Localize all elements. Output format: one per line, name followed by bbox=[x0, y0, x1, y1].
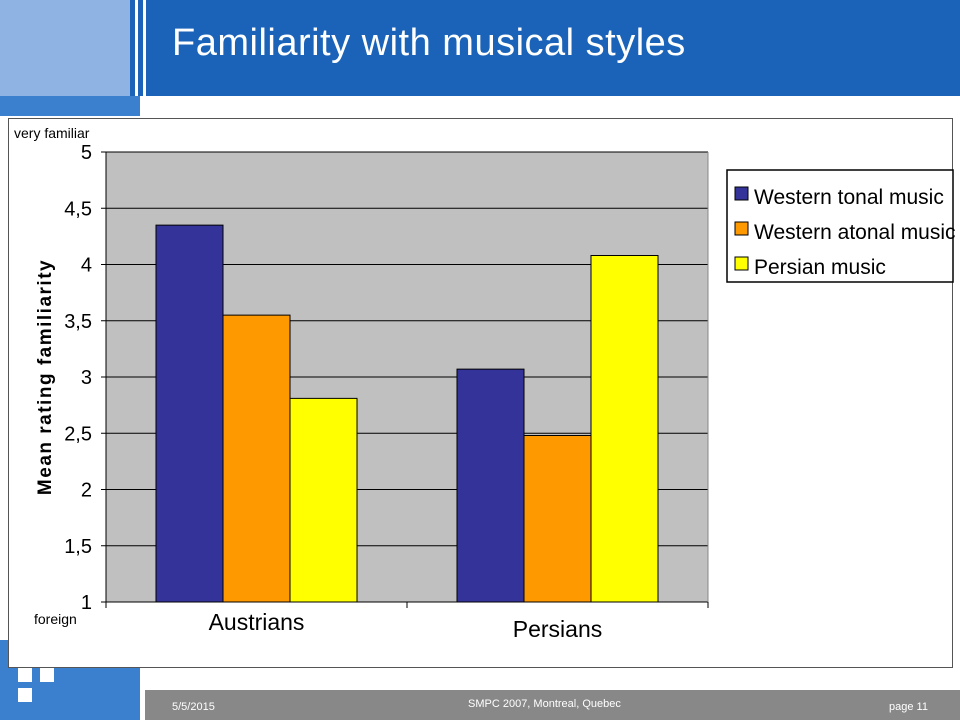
bar bbox=[590, 255, 659, 603]
bar bbox=[222, 314, 291, 603]
decor-square bbox=[18, 688, 32, 702]
header-accent-strip bbox=[0, 96, 140, 116]
legend-label: Persian music bbox=[754, 256, 886, 279]
y-tick-label: 1 bbox=[81, 592, 92, 614]
footer-bar bbox=[145, 690, 960, 720]
bottom-annotation: foreign bbox=[34, 611, 77, 627]
y-tick-label: 5 bbox=[81, 142, 92, 164]
footer-date: 5/5/2015 bbox=[172, 701, 215, 713]
header-divider-line bbox=[143, 0, 146, 96]
bar bbox=[289, 397, 358, 603]
x-category-label: Persians bbox=[513, 616, 602, 642]
top-annotation: very familiar bbox=[14, 125, 90, 141]
decor-square bbox=[18, 668, 32, 682]
bar bbox=[155, 224, 224, 603]
y-axis-title: Mean rating familiarity bbox=[35, 259, 56, 495]
y-tick-label: 4 bbox=[81, 255, 92, 277]
x-category-label: Austrians bbox=[209, 609, 305, 635]
footer-conference: SMPC 2007, Montreal, Quebec bbox=[468, 698, 621, 710]
y-tick-label: 2,5 bbox=[64, 423, 92, 445]
slide-title: Familiarity with musical styles bbox=[172, 22, 686, 64]
y-tick-label: 2 bbox=[81, 480, 92, 502]
y-tick-label: 1,5 bbox=[64, 536, 92, 558]
y-tick-label: 3 bbox=[81, 367, 92, 389]
title-bar bbox=[0, 0, 960, 96]
bar bbox=[523, 435, 592, 603]
y-tick-label: 3,5 bbox=[64, 311, 92, 333]
y-tick-label: 4,5 bbox=[64, 198, 92, 220]
footer-page-number: page 11 bbox=[889, 701, 928, 713]
header-accent-panel bbox=[0, 0, 130, 96]
legend-swatch bbox=[734, 186, 749, 201]
legend-label: Western atonal music bbox=[754, 221, 956, 244]
decor-square bbox=[40, 668, 54, 682]
legend-box bbox=[726, 169, 954, 283]
header-divider-line bbox=[135, 0, 138, 96]
legend-label: Western tonal music bbox=[754, 186, 944, 209]
legend-swatch bbox=[734, 221, 749, 236]
bar bbox=[456, 368, 525, 603]
legend-swatch bbox=[734, 256, 749, 271]
